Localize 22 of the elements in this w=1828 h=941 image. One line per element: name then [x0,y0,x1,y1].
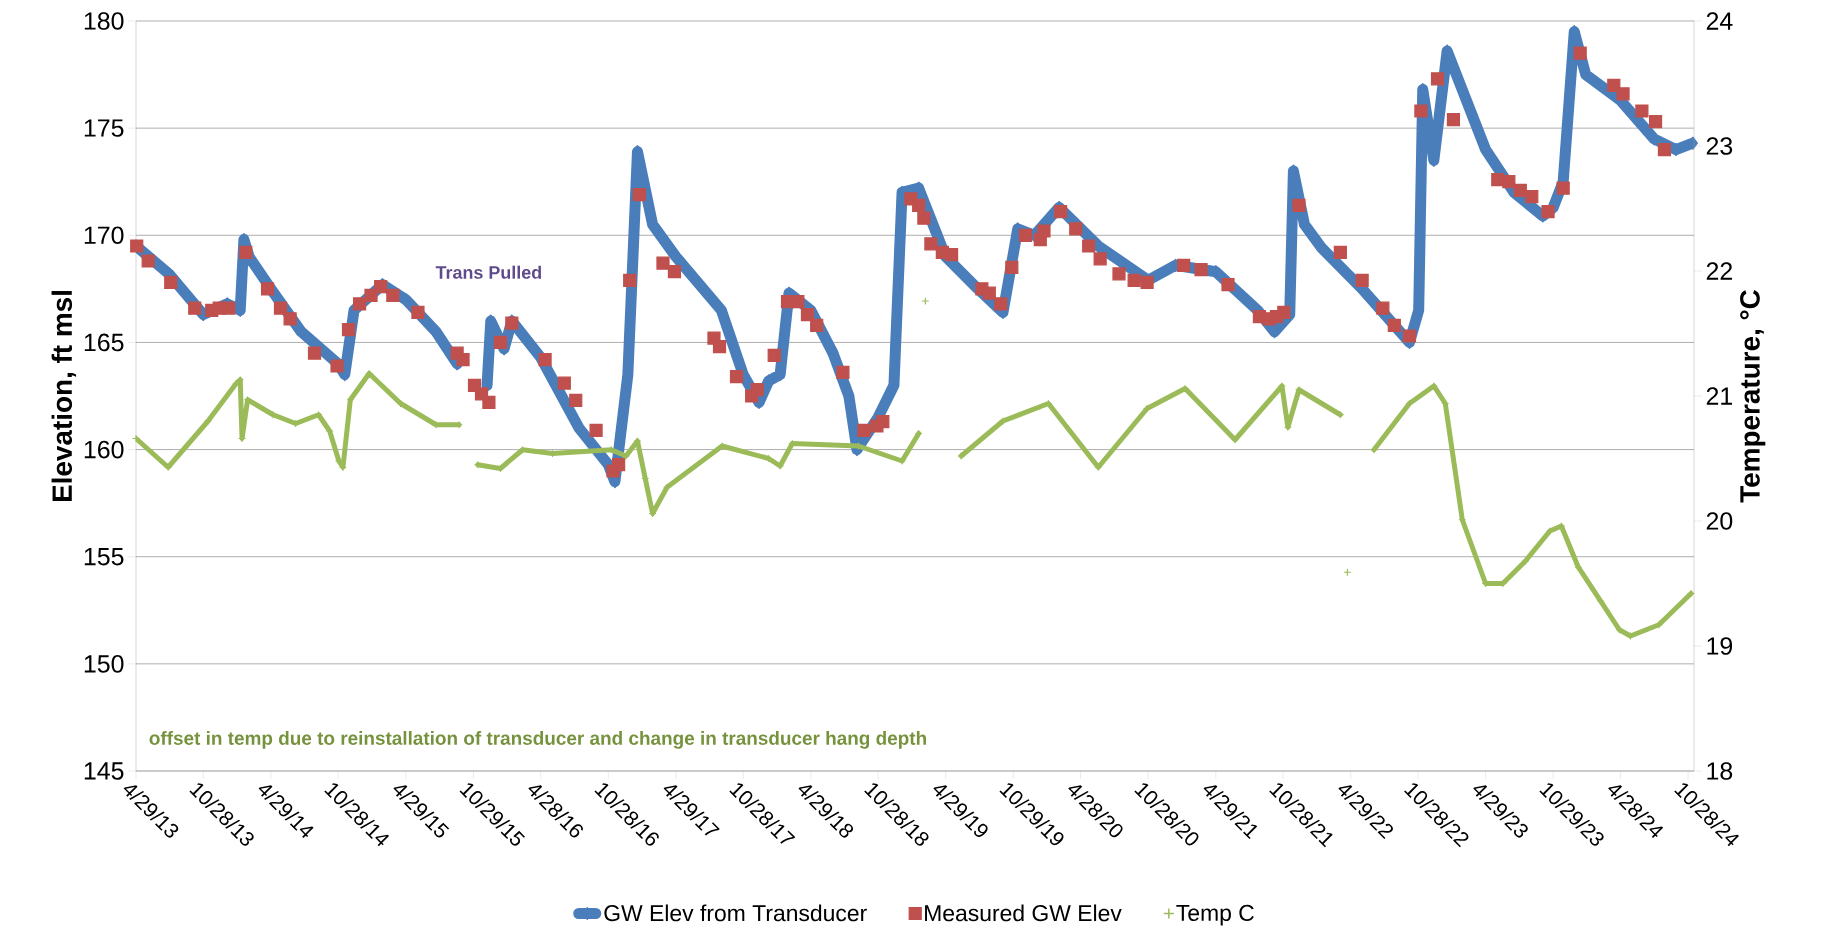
y2-tick-label: 19 [1707,637,1733,655]
y-tick-label: 145 [84,762,124,780]
y-axis-title: Elevation, ft msl [51,291,77,502]
y-tick-label: 150 [84,655,124,673]
y-tick-label: 160 [84,440,124,459]
y-tick-label: 175 [84,119,124,137]
y2-tick-label: 20 [1706,512,1733,530]
y-tick-label: 155 [84,548,124,566]
annotation: offset in temp due to reinstallation of transducer and change in transducer hang depth [149,731,926,749]
y-tick-label: 165 [84,333,124,352]
legend-label: Temp C [1176,904,1254,926]
annotation: Trans Pulled [435,265,541,279]
y-tick-label: 180 [84,12,124,30]
y-tick-label: 170 [84,226,124,245]
legend-label: Measured GW Elev [925,904,1122,922]
y2-axis-title: Temperature, °C [1740,289,1766,503]
y2-tick-label: 22 [1706,262,1732,280]
y2-tick-label: 23 [1706,137,1733,155]
y2-tick-label: 24 [1706,12,1733,30]
y2-tick-label: 18 [1707,762,1733,780]
legend-label: GW Elev from Transducer [604,904,867,922]
y2-tick-label: 21 [1706,387,1733,405]
